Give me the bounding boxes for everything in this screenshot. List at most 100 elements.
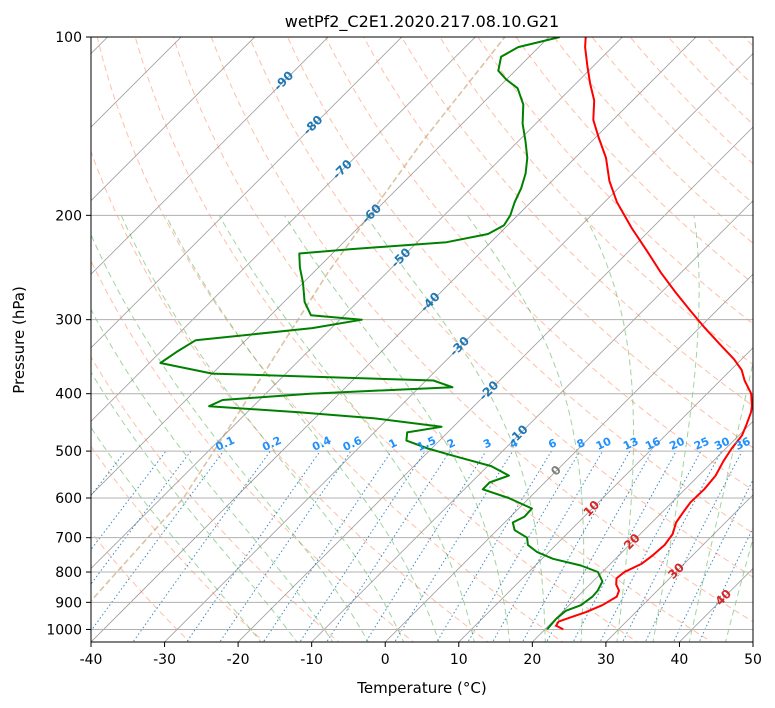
isotherm-line	[91, 37, 697, 642]
mixing-ratio-label: 6	[546, 436, 559, 451]
isotherm-line	[91, 37, 624, 570]
x-tick-label: 40	[671, 652, 689, 668]
mixing-ratio-line	[262, 450, 392, 642]
mixing-ratio-label: 36	[733, 435, 753, 453]
y-axis-label: Pressure (hPa)	[10, 286, 28, 394]
isotherm-line	[531, 420, 753, 642]
isotherm-line	[91, 37, 476, 422]
x-tick-label: -40	[80, 652, 103, 668]
mixing-ratio-line	[394, 450, 514, 642]
saturation-line	[91, 37, 506, 603]
isotherm-label: -70	[330, 157, 355, 182]
moist-adiabat	[584, 215, 634, 642]
dry-adiabat	[91, 356, 340, 642]
isotherm-label: -40	[418, 289, 443, 314]
x-tick-label: 10	[450, 652, 468, 668]
y-tick-label: 400	[55, 387, 82, 403]
isotherm-label: -30	[447, 334, 472, 359]
x-tick-label: -10	[300, 652, 323, 668]
moist-adiabat	[165, 215, 440, 642]
moist-adiabat	[91, 308, 334, 642]
isotherm-label: 10	[581, 498, 603, 520]
temperature-line	[555, 37, 753, 631]
dry-adiabat	[134, 37, 639, 642]
chart-title: wetPf2_C2E1.2020.217.08.10.G21	[285, 12, 559, 32]
mixing-ratio-line	[467, 450, 581, 642]
moist-adiabat	[218, 215, 475, 642]
mixing-ratio-line	[91, 450, 192, 585]
moist-adiabat	[652, 215, 700, 642]
mixing-ratio-line	[91, 450, 167, 551]
y-tick-label: 600	[55, 491, 82, 507]
dry-adiabat	[363, 37, 753, 449]
x-tick-label: 50	[744, 652, 762, 668]
isotherm-line	[91, 37, 182, 128]
x-tick-label: -20	[227, 652, 250, 668]
dry-adiabat	[629, 37, 753, 165]
y-tick-label: 100	[55, 30, 82, 46]
isotherm-line	[752, 641, 753, 642]
isotherm-line	[678, 567, 753, 642]
dewpoint-line	[159, 37, 604, 631]
isotherm-line	[458, 347, 753, 642]
mixing-ratio-label: 25	[692, 435, 711, 453]
y-tick-label: 300	[55, 313, 82, 329]
mixing-ratio-line	[299, 450, 426, 642]
dry-adiabat	[515, 37, 753, 284]
dry-adiabat	[401, 37, 753, 407]
isotherm-line	[384, 273, 753, 642]
mixing-ratio-label: 20	[667, 435, 687, 453]
isotherm-label: 0	[548, 463, 564, 479]
moist-adiabat	[120, 215, 405, 642]
y-tick-label: 500	[55, 444, 82, 460]
y-tick-label: 1000	[46, 622, 82, 638]
mixing-ratio-line	[91, 450, 224, 632]
y-axis-ticks: 1000 900 800 700 600 500 400 300 200 100	[46, 30, 91, 638]
isotherm-label: -90	[271, 68, 296, 93]
mixing-ratio-label: 10	[594, 435, 614, 453]
mixing-ratio-line	[132, 450, 271, 642]
dry-adiabat	[91, 445, 266, 642]
isotherm-line	[91, 37, 403, 349]
isotherm-label: -50	[388, 245, 413, 270]
isotherm-label: 30	[665, 560, 687, 582]
mixing-ratio-label: 2	[445, 436, 457, 451]
moist-adiabat	[725, 536, 753, 642]
moist-adiabat	[91, 233, 369, 642]
isotherm-label: 20	[621, 531, 643, 553]
x-tick-label: -30	[153, 652, 176, 668]
x-axis-ticks: -40 -30 -20 -10 0 10 20 30 40 50	[80, 642, 762, 668]
x-tick-label: 30	[597, 652, 615, 668]
x-tick-label: 0	[381, 652, 390, 668]
line-labels: 0.1 0.2 0.4 0.6 1 1.5 2 3 4 6 8 10 13 16 20 25 30 36-90-8…	[214, 68, 753, 608]
dry-adiabat	[439, 37, 753, 366]
mixing-ratio-line	[644, 450, 743, 642]
plot-frame	[90, 36, 754, 643]
isotherm-line	[605, 494, 753, 642]
isotherm-line	[163, 52, 753, 642]
mixing-ratio-label: 13	[621, 435, 640, 453]
sounding-curves	[159, 37, 753, 631]
mixing-ratio-line	[326, 450, 451, 642]
isotherm-line	[91, 37, 256, 202]
dry-adiabat	[91, 259, 415, 642]
mixing-ratio-line	[185, 450, 321, 642]
x-axis-label: Temperature (°C)	[356, 679, 486, 697]
isotherm-line	[311, 200, 753, 642]
mixing-ratio-line	[91, 450, 126, 497]
dry-adiabat	[286, 37, 753, 534]
isotherm-label: -60	[359, 201, 384, 226]
mixing-ratio-label: 3	[481, 436, 493, 451]
dry-adiabat	[91, 150, 489, 642]
dry-adiabat	[477, 37, 753, 325]
moist-adiabat	[365, 215, 546, 642]
y-tick-label: 200	[55, 208, 82, 224]
dry-adiabat	[248, 37, 753, 578]
dry-adiabat	[705, 37, 753, 86]
dry-adiabat	[591, 37, 753, 204]
mixing-ratio-label: 30	[712, 435, 732, 453]
x-tick-label: 20	[523, 652, 541, 668]
mixing-ratio-line	[572, 450, 677, 642]
moist-adiabat	[688, 360, 753, 642]
